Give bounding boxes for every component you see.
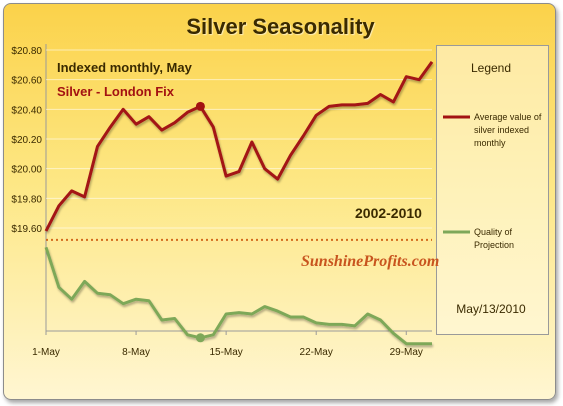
y-tick-label: $20.20	[11, 135, 42, 146]
annotation-indexed: Indexed monthly, May	[57, 60, 193, 75]
legend-entry-silver: Average value of silver indexed monthly	[474, 112, 544, 148]
y-tick-label: $20.00	[11, 165, 42, 176]
annotation-silver-london-fix: Silver - London Fix	[57, 84, 175, 99]
annotation-period: 2002-2010	[355, 205, 422, 221]
x-tick-label: 22-May	[300, 347, 333, 358]
series-line-quality	[44, 246, 432, 346]
current-day-marker-quality	[195, 333, 205, 343]
x-tick-label: 1-May	[32, 347, 60, 358]
watermark-logo: SunshineProfits.com	[301, 253, 439, 270]
y-tick-label: $20.40	[11, 105, 42, 116]
legend-entry-quality: Quality of Projection	[474, 227, 515, 250]
y-tick-label: $20.80	[11, 46, 42, 57]
y-tick-label: $20.60	[11, 76, 42, 87]
chart-frame: Silver Seasonality	[3, 3, 556, 400]
legend-box	[436, 45, 549, 335]
series-line-silver	[44, 61, 434, 232]
chart-date: May/13/2010	[456, 302, 526, 316]
chart-title: Silver Seasonality	[186, 14, 375, 39]
x-tick-label: 15-May	[209, 347, 242, 358]
legend-title: Legend	[471, 61, 511, 75]
x-tick-label: 8-May	[122, 347, 150, 358]
y-tick-label: $19.80	[11, 194, 42, 205]
current-day-marker-silver	[195, 101, 205, 111]
y-tick-label: $19.60	[11, 224, 42, 235]
x-tick-label: 29-May	[390, 347, 423, 358]
